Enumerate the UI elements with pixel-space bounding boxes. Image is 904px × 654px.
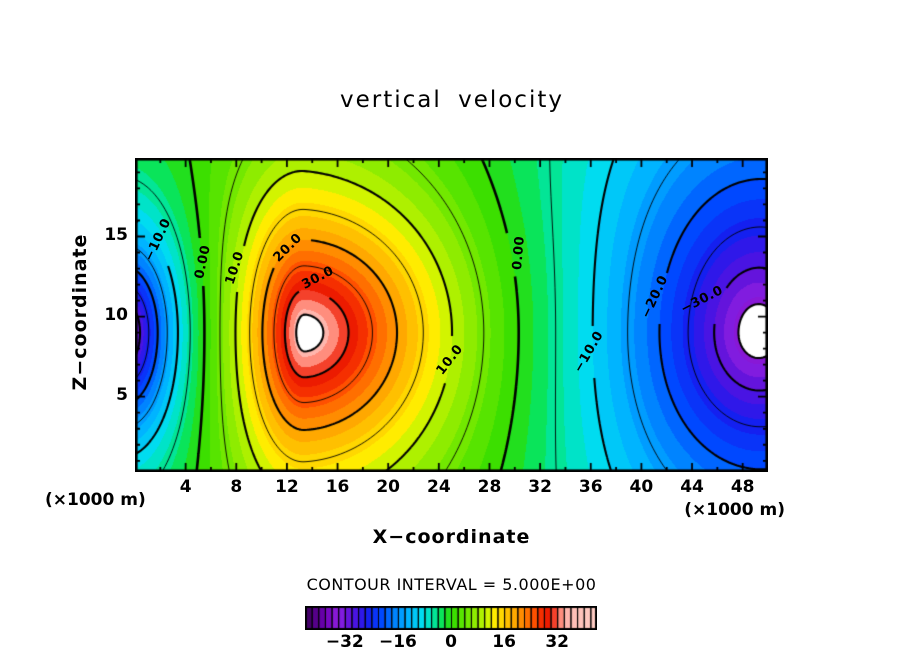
x-tick-label: 40	[629, 477, 654, 497]
y-tick-label: 5	[116, 384, 128, 405]
x-tick-label: 8	[230, 477, 243, 497]
y-unit-label: (×1000 m)	[45, 490, 146, 510]
colorbar	[305, 606, 597, 630]
x-tick-label: 24	[426, 477, 451, 497]
contour-interval-label: CONTOUR INTERVAL = 5.000E+00	[306, 575, 597, 594]
chart-title: vertical velocity	[340, 87, 564, 113]
x-tick-label: 4	[179, 477, 192, 497]
x-unit-label: (×1000 m)	[684, 500, 785, 520]
x-tick-label: 48	[730, 477, 755, 497]
x-tick-label: 20	[376, 477, 401, 497]
y-tick-label: 15	[104, 224, 128, 245]
x-tick-label: 44	[680, 477, 704, 497]
x-tick-label: 28	[477, 477, 502, 497]
colorbar-tick-label: −32	[325, 632, 364, 652]
y-tick-label: 10	[104, 304, 128, 325]
plot-area: −10.0 0.00 10.0 20.0 30.0 10.0 0.00 −10.0 −20.0−…	[135, 158, 768, 472]
x-tick-label: 36	[578, 477, 603, 497]
contour-label: 0.00	[510, 235, 528, 271]
colorbar-tick-label: 16	[492, 632, 516, 652]
x-axis-label: X−coordinate	[372, 526, 531, 548]
contour-plot-canvas	[135, 158, 768, 472]
colorbar-tick-label: −16	[378, 632, 417, 652]
x-tick-label: 12	[275, 477, 299, 497]
x-tick-label: 16	[325, 477, 350, 497]
y-axis-label: Z−coordinate	[69, 233, 91, 391]
colorbar-tick-label: 0	[445, 632, 457, 652]
x-tick-label: 32	[528, 477, 552, 497]
colorbar-tick-label: 32	[545, 632, 569, 652]
